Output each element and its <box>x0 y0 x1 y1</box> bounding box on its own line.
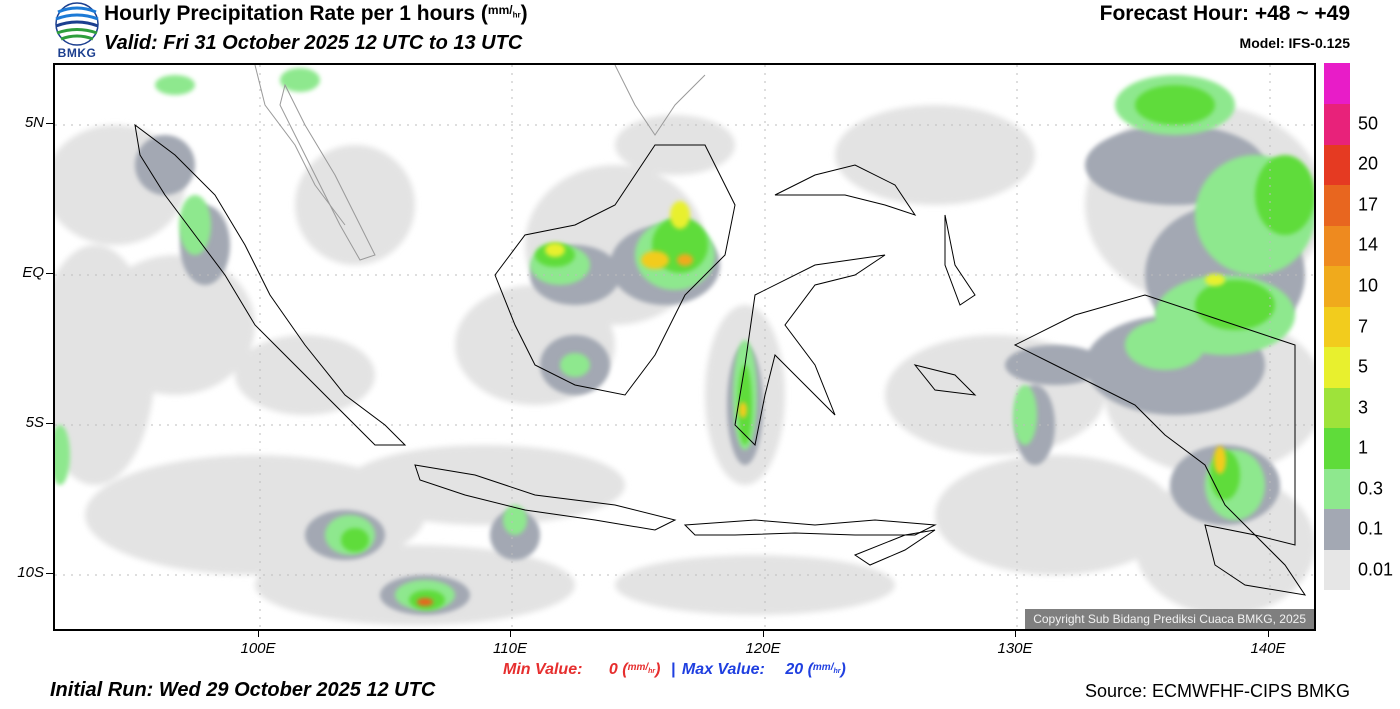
separator: | <box>670 661 676 678</box>
lon-tick <box>258 631 259 637</box>
precipitation-map: Copyright Sub Bidang Prediksi Cuaca BMKG… <box>53 63 1316 631</box>
timor-coast <box>853 529 936 566</box>
lat-label-5n: 5N <box>24 114 44 131</box>
legend-swatch <box>1324 346 1350 388</box>
coastlines <box>134 83 1307 596</box>
legend-label: 3 <box>1358 397 1369 418</box>
title-unit: mm/hr <box>487 3 521 20</box>
lon-label-120e: 120E <box>745 640 781 657</box>
legend-swatch <box>1324 468 1350 510</box>
heavy-rain-cores <box>417 201 1226 606</box>
model-name: Model: IFS-0.125 <box>1239 35 1350 51</box>
legend-swatch <box>1324 387 1350 429</box>
lon-tick <box>510 631 511 637</box>
lat-label-eq: EQ <box>22 264 44 281</box>
forecast-hour: Forecast Hour: +48 ~ +49 <box>1099 2 1350 25</box>
nusa-tenggara-coast <box>683 519 937 536</box>
lon-label-130e: 130E <box>997 640 1033 657</box>
legend-label: 7 <box>1358 316 1369 336</box>
legend-label: 0.01 <box>1358 559 1394 580</box>
legend-label: 0.1 <box>1358 518 1384 539</box>
legend-label: 10 <box>1358 275 1379 296</box>
mainland-coast <box>254 65 706 226</box>
initial-run: Initial Run: Wed 29 October 2025 12 UTC <box>50 679 436 701</box>
max-label: Max Value: <box>681 661 765 678</box>
lat-tick <box>46 273 53 274</box>
legend-label: 50 <box>1358 113 1379 134</box>
bmkg-logo: BMKG <box>52 2 102 60</box>
copyright-badge: Copyright Sub Bidang Prediksi Cuaca BMKG… <box>1025 609 1314 629</box>
lon-label-100e: 100E <box>240 640 276 657</box>
australia-coast <box>1204 524 1307 596</box>
lon-label-110e: 110E <box>493 640 527 657</box>
lon-tick <box>1268 631 1269 637</box>
legend-label: 20 <box>1358 153 1379 174</box>
legend-label: 14 <box>1358 234 1379 255</box>
lat-label-5s: 5S <box>25 414 44 431</box>
valid-time: Valid: Fri 31 October 2025 12 UTC to 13 … <box>104 32 523 54</box>
title-text: Hourly Precipitation Rate per 1 hours <box>104 2 476 25</box>
legend-swatch <box>1324 225 1350 267</box>
min-value: 0 <box>608 661 618 678</box>
sumatra-coast <box>134 123 407 446</box>
legend-swatch <box>1324 144 1350 186</box>
halmahera-coast <box>944 214 976 306</box>
lon-tick <box>1015 631 1016 637</box>
legend-swatch <box>1324 427 1350 469</box>
legend-label: 5 <box>1358 356 1369 377</box>
legend-swatch <box>1324 63 1350 105</box>
map-canvas <box>55 65 1314 629</box>
lon-tick <box>763 631 764 637</box>
data-source: Source: ECMWFHF-CIPS BMKG <box>1084 681 1350 701</box>
lon-label-140e: 140E <box>1250 640 1286 657</box>
lat-tick <box>46 423 53 424</box>
legend-swatch <box>1324 306 1350 348</box>
logo-text: BMKG <box>57 46 97 60</box>
legend-swatch <box>1324 184 1350 226</box>
lat-tick <box>46 123 53 124</box>
precipitation-legend <box>1324 63 1350 591</box>
legend-swatch <box>1324 549 1350 591</box>
legend-label: 1 <box>1358 437 1369 458</box>
legend-swatch <box>1324 508 1350 550</box>
min-max-values: Min Value: 0 (mm/hr) | Max Value: 20 (mm… <box>503 661 846 678</box>
java-coast <box>414 464 677 531</box>
min-label: Min Value: <box>503 661 583 678</box>
bmkg-logo-icon <box>55 2 99 46</box>
malay-peninsula-coast <box>279 83 376 261</box>
lat-tick <box>46 573 53 574</box>
lat-label-10s: 10S <box>17 564 44 581</box>
seram-coast <box>913 364 977 396</box>
borneo-coast <box>494 144 736 396</box>
max-value: 20 <box>785 661 804 678</box>
sulawesi-coast <box>734 254 886 447</box>
legend-label: 0.3 <box>1358 478 1384 499</box>
legend-swatch <box>1324 103 1350 145</box>
map-title: Hourly Precipitation Rate per 1 hours (m… <box>104 2 528 25</box>
legend-swatch <box>1324 265 1350 307</box>
legend-label: 17 <box>1358 194 1379 215</box>
philippines-coast <box>774 164 917 216</box>
